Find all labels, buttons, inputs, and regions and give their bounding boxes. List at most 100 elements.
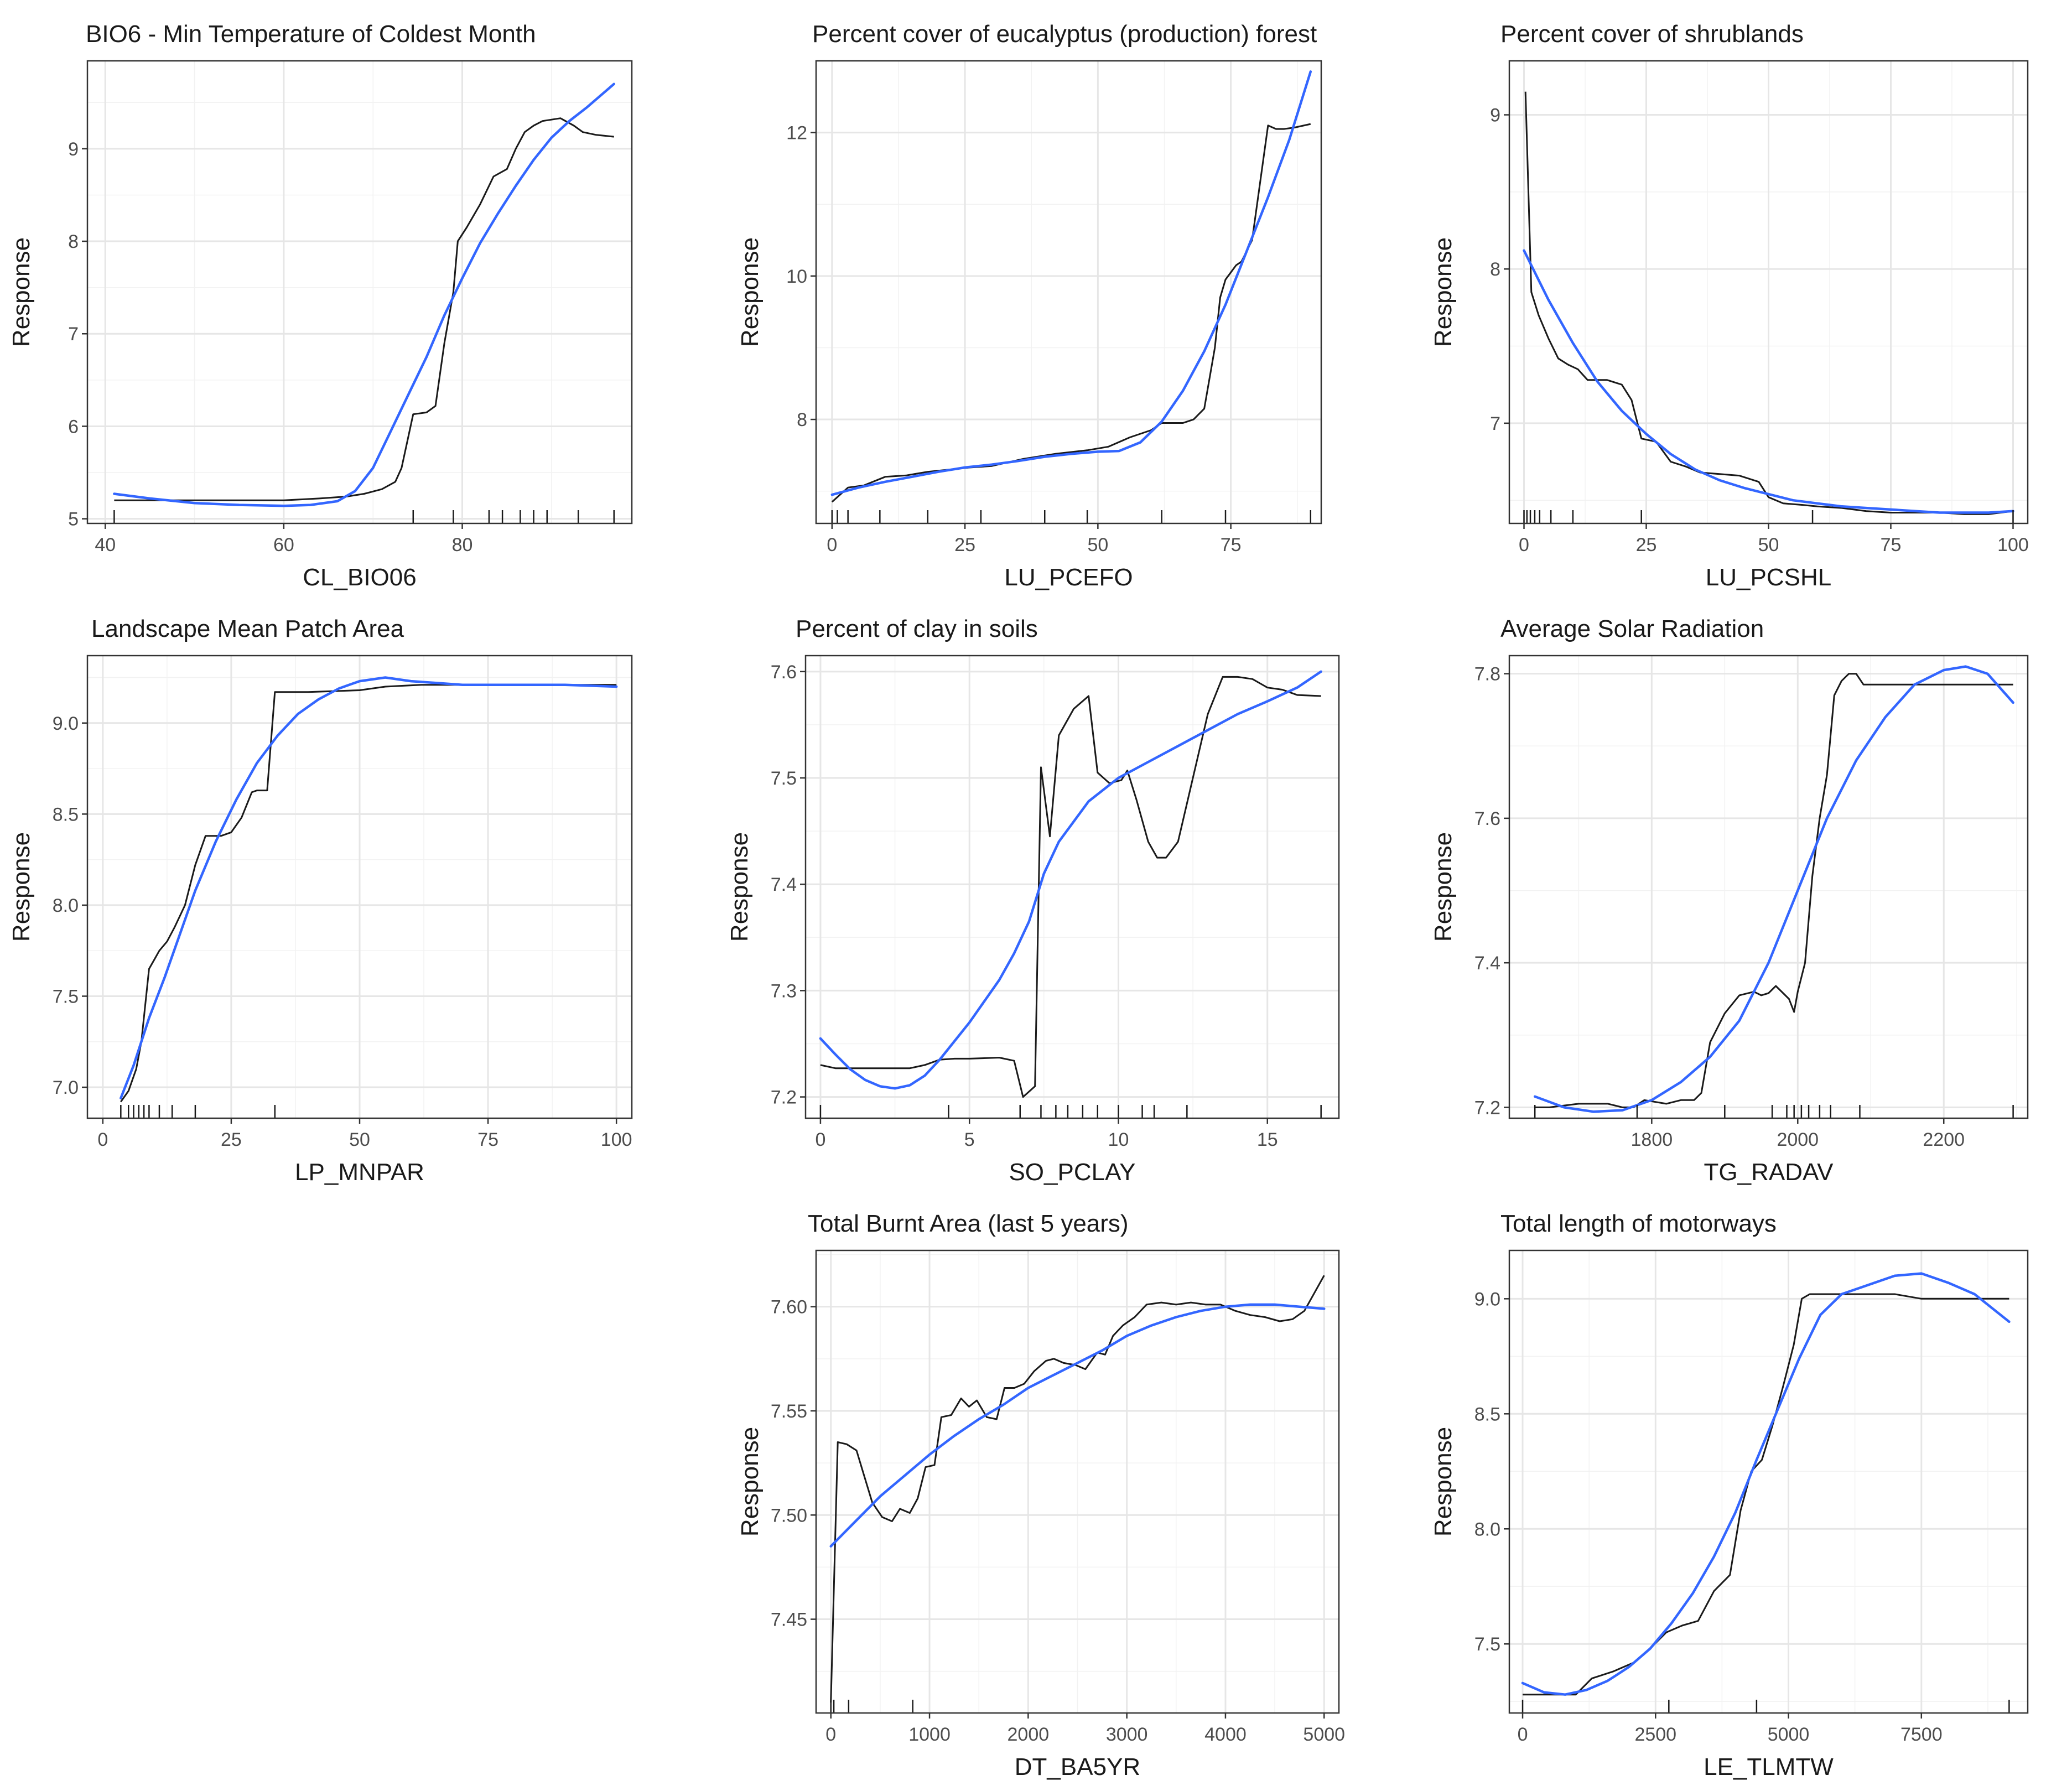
x-tick-label: 80 <box>452 534 473 556</box>
x-tick-label: 10 <box>1108 1129 1129 1150</box>
smoothed-response-line <box>113 82 615 507</box>
chart-panel-4: 0 25 50 75 100 7.0 7.5 8.0 8.5 9.0 Landscape Mean … <box>8 615 633 1186</box>
y-tick-label: 8 <box>68 231 79 252</box>
x-tick-label: 75 <box>477 1129 498 1150</box>
y-tick-label: 7.55 <box>771 1401 807 1422</box>
y-tick-label: 9.0 <box>1474 1289 1500 1310</box>
y-tick-label: 9 <box>1490 105 1500 126</box>
x-tick-label: 100 <box>1997 534 2029 556</box>
y-tick-label: 7.60 <box>771 1297 807 1318</box>
y-tick-label: 7.6 <box>771 662 797 683</box>
y-axis-title: Response <box>1430 237 1457 347</box>
x-tick-label: 0 <box>1518 1724 1528 1745</box>
y-tick-label: 9.0 <box>53 713 79 734</box>
chart-panel-7: 0 1000 2000 3000 4000 5000 7.45 7.50 7.55 7.60 Tot… <box>736 1210 1345 1780</box>
y-tick-label: 7 <box>1490 413 1500 434</box>
x-tick-label: 25 <box>1636 534 1657 556</box>
x-axis-title: CL_BIO06 <box>303 564 416 591</box>
y-tick-label: 7 <box>68 324 79 345</box>
y-tick-label: 7.3 <box>771 980 797 1001</box>
smoothed-response-line <box>1521 1272 2011 1696</box>
y-tick-label: 6 <box>68 416 79 437</box>
y-tick-label: 10 <box>786 266 807 287</box>
x-tick-label: 2000 <box>1777 1129 1819 1150</box>
raw-response-line <box>1535 673 2013 1108</box>
x-tick-label: 25 <box>221 1129 242 1150</box>
y-tick-label: 12 <box>786 123 807 144</box>
x-tick-label: 75 <box>1881 534 1902 556</box>
y-axis-title: Response <box>1430 1427 1457 1536</box>
y-tick-label: 7.0 <box>53 1077 79 1098</box>
x-axis-title: DT_BA5YR <box>1015 1753 1140 1780</box>
raw-response-line <box>120 684 617 1103</box>
y-tick-label: 5 <box>68 509 79 530</box>
chart-panel-1: 40 60 80 5 6 7 8 9 BIO6 - Min Temperature of Col… <box>8 20 633 591</box>
x-tick-label: 1800 <box>1631 1129 1673 1150</box>
y-tick-label: 7.45 <box>771 1610 807 1631</box>
x-tick-label: 2000 <box>1008 1724 1050 1745</box>
panel-frame <box>815 1249 1340 1714</box>
x-tick-label: 0 <box>827 534 837 556</box>
x-tick-label: 25 <box>954 534 975 556</box>
y-tick-label: 8 <box>797 409 807 430</box>
y-tick-label: 7.50 <box>771 1505 807 1526</box>
raw-response-line <box>820 676 1321 1098</box>
y-tick-label: 7.5 <box>771 768 797 789</box>
y-tick-label: 7.8 <box>1474 664 1500 685</box>
y-axis-title: Response <box>1430 832 1457 942</box>
chart-title: Percent cover of eucalyptus (production)… <box>812 20 1317 48</box>
chart-panel-2: 0 25 50 75 8 10 12 Percent cover of eucalyptus … <box>736 20 1322 591</box>
panel-frame <box>804 655 1340 1119</box>
smoothed-response-line <box>830 70 1312 496</box>
smoothed-response-line <box>1533 665 2014 1113</box>
x-tick-label: 75 <box>1221 534 1242 556</box>
x-tick-label: 0 <box>815 1129 825 1150</box>
x-tick-label: 5000 <box>1303 1724 1345 1745</box>
y-tick-label: 7.5 <box>53 986 79 1007</box>
chart-title: Landscape Mean Patch Area <box>91 615 404 642</box>
chart-title: Average Solar Radiation <box>1500 615 1764 642</box>
chart-title: Total length of motorways <box>1500 1210 1777 1237</box>
chart-title: Percent of clay in soils <box>796 615 1038 642</box>
x-axis-title: LU_PCSHL <box>1706 564 1831 591</box>
y-axis-title: Response <box>8 832 35 942</box>
x-tick-label: 50 <box>1087 534 1108 556</box>
panel-frame <box>86 655 633 1119</box>
y-tick-label: 8.5 <box>53 804 79 825</box>
y-tick-label: 7.6 <box>1474 808 1500 829</box>
panel-frame <box>815 60 1322 525</box>
x-tick-label: 0 <box>825 1724 836 1745</box>
x-tick-label: 1000 <box>908 1724 951 1745</box>
raw-response-line <box>114 117 614 501</box>
x-tick-label: 5000 <box>1768 1724 1810 1745</box>
y-tick-label: 7.2 <box>771 1087 797 1108</box>
chart-title: Percent cover of shrublands <box>1500 20 1804 48</box>
y-axis-title: Response <box>8 237 35 347</box>
smoothed-response-line <box>120 676 618 1100</box>
y-tick-label: 7.4 <box>1474 953 1500 974</box>
x-axis-title: SO_PCLAY <box>1009 1159 1135 1186</box>
x-tick-label: 0 <box>1519 534 1529 556</box>
y-tick-label: 7.5 <box>1474 1634 1500 1655</box>
x-tick-label: 50 <box>349 1129 370 1150</box>
chart-panel-8: 0 2500 5000 7500 7.5 8.0 8.5 9.0 Total length of… <box>1430 1210 2029 1780</box>
smoothed-response-line <box>829 1303 1326 1548</box>
y-tick-label: 7.2 <box>1474 1097 1500 1118</box>
x-tick-label: 60 <box>273 534 294 556</box>
chart-panel-3: 0 25 50 75 100 7 8 9 Percent cover of shrublands… <box>1430 20 2029 591</box>
raw-response-line <box>830 1275 1325 1703</box>
panel-frame <box>1508 1249 2029 1714</box>
x-tick-label: 4000 <box>1204 1724 1247 1745</box>
x-axis-title: LP_MNPAR <box>295 1159 424 1186</box>
smoothed-response-line <box>1523 249 2014 514</box>
y-tick-label: 8.5 <box>1474 1404 1500 1425</box>
raw-response-line <box>1523 1293 2009 1696</box>
y-tick-label: 8.0 <box>1474 1519 1500 1540</box>
chart-panel-6: 1800 2000 2200 7.2 7.4 7.6 7.8 Average Solar Ra… <box>1430 615 2029 1186</box>
x-axis-title: LE_TLMTW <box>1704 1753 1834 1780</box>
y-tick-label: 8 <box>1490 259 1500 280</box>
x-tick-label: 40 <box>95 534 116 556</box>
raw-response-line <box>831 123 1311 503</box>
chart-panel-5: 0 5 10 15 7.2 7.3 7.4 7.5 7.6 Percent of clay in … <box>726 615 1340 1186</box>
